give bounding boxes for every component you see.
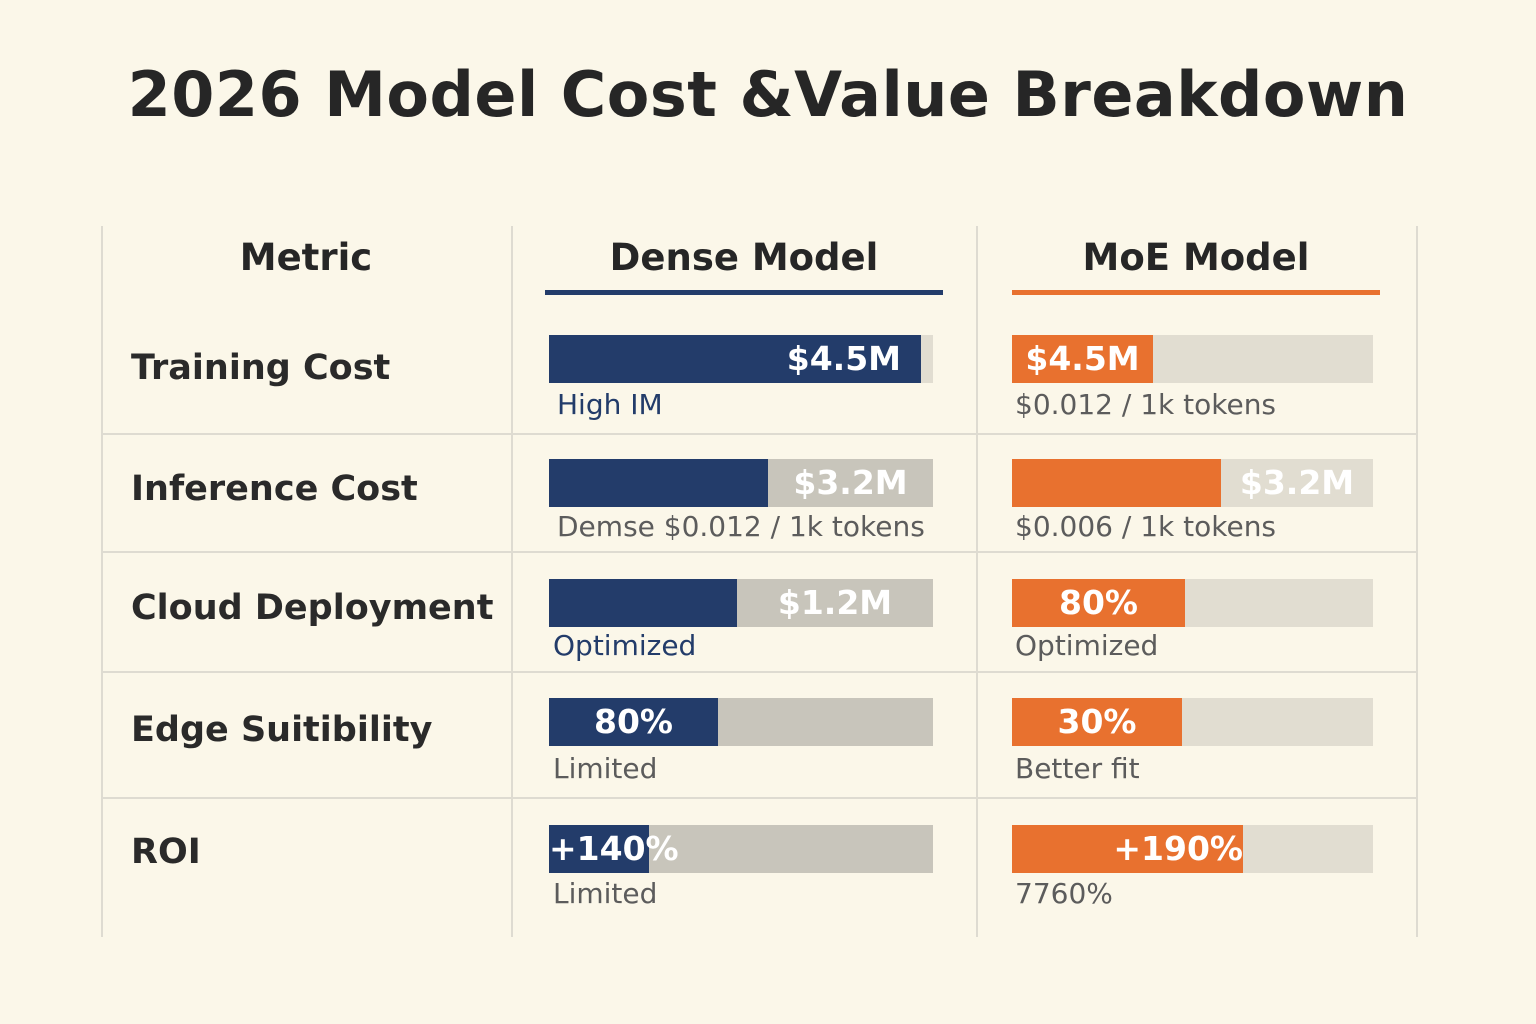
metric-label: ROI (131, 832, 201, 872)
dense-bar: 80% (549, 698, 933, 746)
header-moe-underline (1012, 290, 1380, 295)
moe-bar-label: $3.2M (1239, 463, 1355, 502)
row-divider (103, 551, 1417, 553)
row-divider (103, 433, 1417, 435)
row-divider (103, 671, 1417, 673)
moe-bar-label: +190% (1113, 829, 1243, 868)
metric-label: Edge Suitibility (131, 710, 433, 750)
moe-note: Better fit (1015, 752, 1140, 785)
moe-bar: $4.5M (1012, 335, 1373, 383)
moe-bar-fill (1012, 825, 1243, 873)
dense-bar-label: $1.2M (777, 583, 893, 622)
metric-label: Inference Cost (131, 469, 418, 509)
moe-bar-fill (1012, 459, 1221, 507)
moe-note: $0.012 / 1k tokens (1015, 388, 1277, 421)
metric-label: Training Cost (131, 348, 391, 388)
moe-note: 7760% (1015, 877, 1113, 910)
dense-bar: $3.2M (549, 459, 933, 507)
moe-bar: $3.2M (1012, 459, 1373, 507)
dense-note: Optimized (553, 629, 697, 662)
metric-label: Cloud Deployment (131, 588, 494, 628)
dense-bar-fill (549, 459, 768, 507)
dense-bar-label: $3.2M (793, 463, 908, 502)
dense-bar-fill (549, 698, 718, 746)
moe-bar-fill (1012, 579, 1185, 627)
divider-metric (511, 226, 513, 937)
dense-bar: $1.2M (549, 579, 933, 627)
header-dense-underline (545, 290, 943, 295)
dense-bar-label: $4.5M (786, 339, 901, 378)
moe-bar-label: 80% (1059, 583, 1138, 622)
divider-dense (976, 226, 978, 937)
divider-right (1416, 226, 1418, 937)
dense-bar: +140% (549, 825, 933, 873)
moe-bar: 80% (1012, 579, 1373, 627)
moe-bar-label: 30% (1057, 702, 1137, 741)
dense-note: Limited (553, 752, 658, 785)
dense-bar: $4.5M (549, 335, 933, 383)
dense-note: Demse $0.012 / 1k tokens (557, 510, 925, 543)
moe-bar: 30% (1012, 698, 1373, 746)
row-divider (103, 797, 1417, 799)
dense-bar-fill (549, 825, 649, 873)
chart-title: 2026 Model Cost &Value Breakdown (127, 58, 1409, 131)
moe-bar: +190% (1012, 825, 1373, 873)
moe-bar-fill (1012, 698, 1182, 746)
moe-bar-label: $4.5M (1025, 339, 1140, 378)
header-moe: MoE Model (1082, 236, 1310, 279)
moe-bar-fill (1012, 335, 1153, 383)
header-metric: Metric (239, 236, 373, 279)
header-dense: Dense Model (609, 236, 879, 279)
dense-bar-fill (549, 579, 737, 627)
dense-note: Limited (553, 877, 658, 910)
moe-note: $0.006 / 1k tokens (1015, 510, 1277, 543)
moe-note: Optimized (1015, 629, 1159, 662)
dense-bar-label: +140% (549, 829, 679, 868)
dense-note: High IM (557, 388, 663, 421)
dense-bar-label: 80% (594, 702, 673, 741)
divider-left (101, 226, 103, 937)
dense-bar-fill (549, 335, 921, 383)
